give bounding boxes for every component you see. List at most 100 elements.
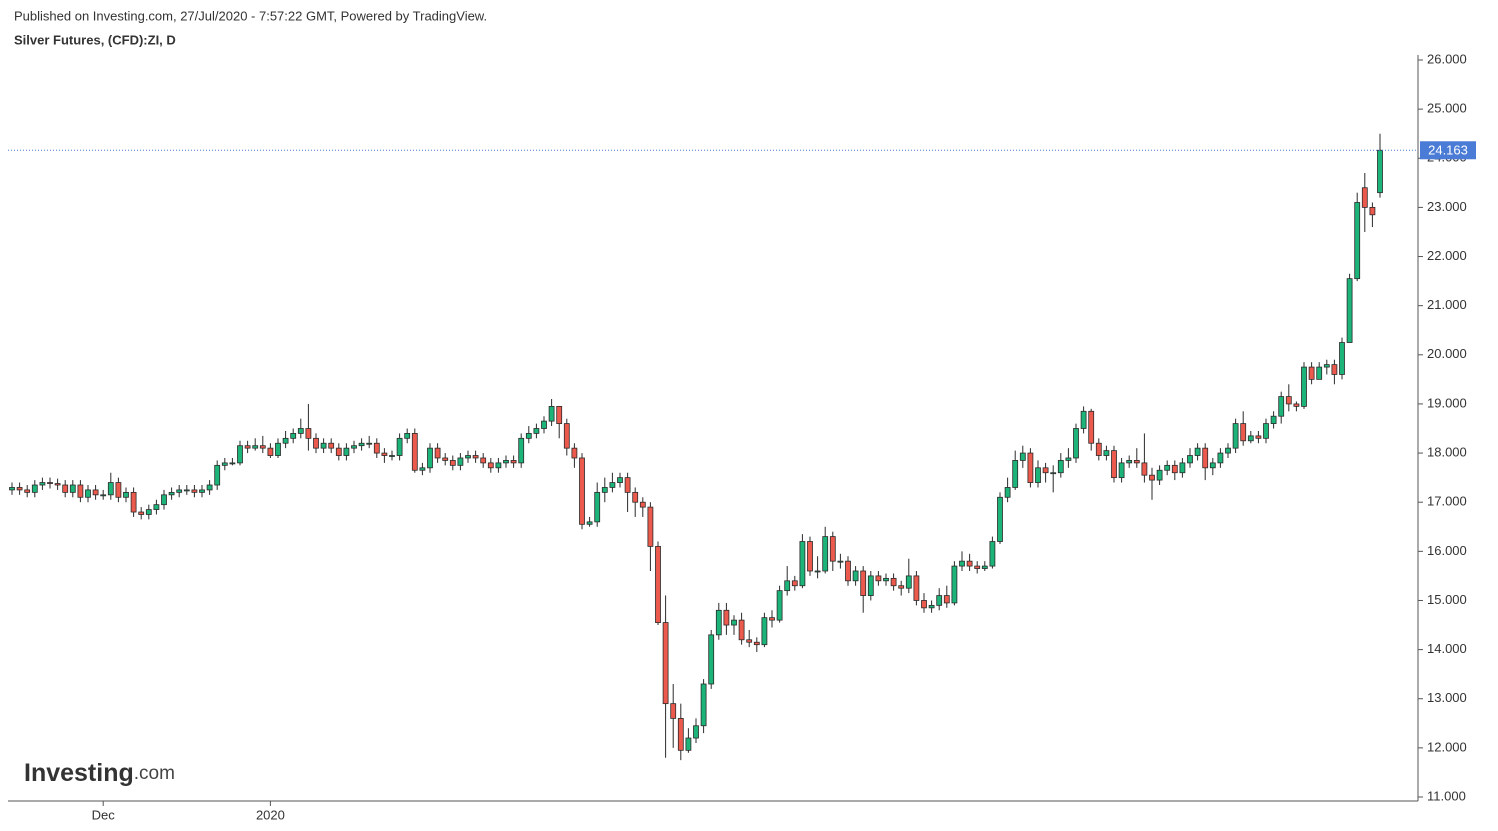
candle-body: [1247, 435, 1254, 442]
candle-body: [776, 590, 783, 621]
candle-body: [966, 560, 973, 567]
candle-body: [77, 484, 84, 498]
candle-body: [176, 489, 183, 493]
y-tick-label: 25.000: [1427, 101, 1467, 116]
candle-body: [1240, 423, 1247, 442]
candle-body: [1285, 396, 1292, 405]
y-tick-label: 17.000: [1427, 494, 1467, 509]
candle-body: [1270, 415, 1277, 424]
candle-body: [571, 447, 578, 459]
candle-body: [632, 491, 639, 503]
candle-body: [16, 487, 23, 491]
candle-body: [297, 428, 304, 434]
candle-body: [541, 420, 547, 429]
candle-body: [199, 489, 205, 493]
candle-body: [411, 433, 418, 471]
candle-body: [1118, 462, 1125, 479]
candle-body: [1187, 455, 1193, 464]
candle-body: [123, 491, 129, 498]
source-line: Published on Investing.com, 27/Jul/2020 …: [14, 8, 487, 23]
candle-body: [867, 575, 874, 596]
candle-body: [358, 442, 365, 447]
candle-body: [472, 455, 479, 459]
candle-body: [1346, 278, 1353, 343]
candle-body: [214, 464, 221, 486]
candle-body: [449, 460, 456, 466]
candle-body: [624, 477, 631, 493]
candle-body: [267, 447, 274, 456]
candle-body: [1354, 202, 1361, 280]
candle-body: [548, 405, 555, 422]
candle-body: [738, 619, 745, 641]
candle-body: [761, 617, 768, 646]
candle-body: [715, 609, 722, 636]
candle-body: [708, 634, 715, 685]
candle-body: [769, 617, 775, 621]
candle-body: [1209, 462, 1216, 469]
candle-body: [586, 521, 593, 525]
candle-body: [989, 541, 996, 567]
candle-body: [563, 423, 570, 449]
candle-body: [1080, 410, 1087, 429]
candle-body: [1179, 462, 1186, 474]
candle-body: [480, 457, 487, 464]
candle-body: [693, 725, 699, 739]
candle-body: [92, 489, 99, 496]
candle-body: [1331, 364, 1338, 375]
candle-body: [366, 442, 373, 445]
candle-body: [373, 442, 380, 454]
candle-body: [845, 560, 851, 582]
candle-body: [959, 560, 965, 567]
candle-body: [1065, 457, 1072, 461]
candle-body: [457, 457, 464, 466]
candle-body: [206, 484, 213, 491]
candle-body: [677, 717, 684, 751]
logo-main: Investing: [24, 759, 134, 787]
y-tick-label: 14.000: [1427, 641, 1467, 656]
candle-body: [107, 482, 114, 496]
candle-body: [1027, 452, 1034, 483]
candle-body: [343, 447, 350, 456]
candle-body: [442, 457, 449, 461]
candle-body: [1301, 366, 1307, 407]
candle-body: [609, 482, 616, 488]
candle-body: [1088, 410, 1095, 444]
candle-body: [47, 482, 53, 484]
candle-body: [617, 477, 623, 483]
candle-body: [1323, 364, 1330, 368]
candle-body: [1111, 450, 1117, 479]
candle-body: [404, 433, 411, 439]
candle-body: [700, 683, 707, 727]
candle-body: [290, 433, 297, 439]
candle-body: [1217, 452, 1224, 464]
candle-body: [396, 437, 403, 456]
candle-body: [1255, 435, 1262, 439]
candle-body: [852, 570, 859, 582]
candle-body: [153, 504, 160, 510]
y-tick-label: 23.000: [1427, 199, 1467, 214]
candle-body: [510, 460, 517, 464]
candle-body: [282, 437, 289, 444]
candle-body: [799, 541, 806, 587]
candle-body: [936, 595, 943, 606]
candle-body: [1369, 206, 1376, 216]
candle-body: [1126, 460, 1133, 464]
candle-body: [1004, 487, 1011, 498]
candle-body: [822, 536, 829, 572]
y-tick-label: 22.000: [1427, 248, 1467, 263]
candle-body: [244, 445, 251, 449]
candle-body: [1019, 452, 1026, 461]
y-tick-label: 26.000: [1427, 51, 1467, 66]
candle-body: [138, 511, 145, 515]
candle-body: [252, 445, 259, 449]
x-tick-label: 2020: [256, 807, 285, 822]
candle-body: [39, 482, 46, 486]
candle-body: [69, 484, 76, 493]
candle-body: [320, 442, 327, 449]
logo: Investing.com: [24, 759, 175, 787]
candle-body: [639, 501, 646, 508]
candle-body: [427, 447, 433, 469]
candle-body: [837, 560, 844, 563]
candle-body: [685, 737, 692, 751]
candle-body: [275, 442, 281, 456]
